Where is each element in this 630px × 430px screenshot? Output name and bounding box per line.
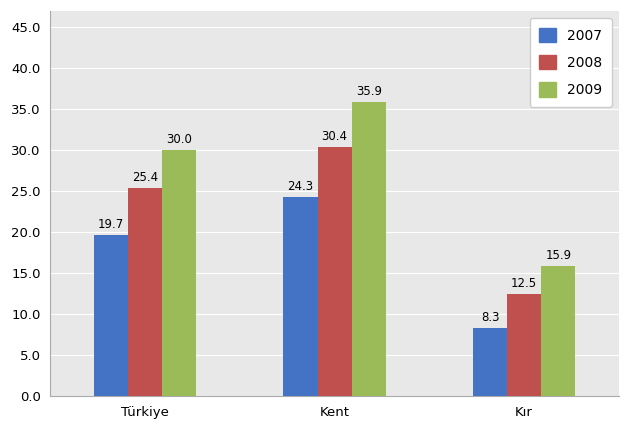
- Bar: [541, 266, 575, 396]
- Text: 30.4: 30.4: [321, 130, 348, 143]
- Bar: [94, 235, 128, 396]
- Bar: [162, 150, 197, 396]
- Bar: [128, 188, 162, 396]
- Text: 8.3: 8.3: [481, 311, 499, 324]
- Legend: 2007, 2008, 2009: 2007, 2008, 2009: [530, 18, 612, 107]
- Bar: [473, 328, 507, 396]
- Text: 19.7: 19.7: [98, 218, 124, 230]
- Bar: [352, 102, 386, 396]
- Bar: [284, 197, 318, 396]
- Text: 12.5: 12.5: [511, 276, 537, 290]
- Bar: [507, 294, 541, 396]
- Text: 24.3: 24.3: [287, 180, 314, 193]
- Bar: [318, 147, 352, 396]
- Text: 35.9: 35.9: [356, 85, 382, 98]
- Text: 25.4: 25.4: [132, 171, 158, 184]
- Text: 30.0: 30.0: [166, 133, 192, 146]
- Text: 15.9: 15.9: [545, 249, 571, 262]
